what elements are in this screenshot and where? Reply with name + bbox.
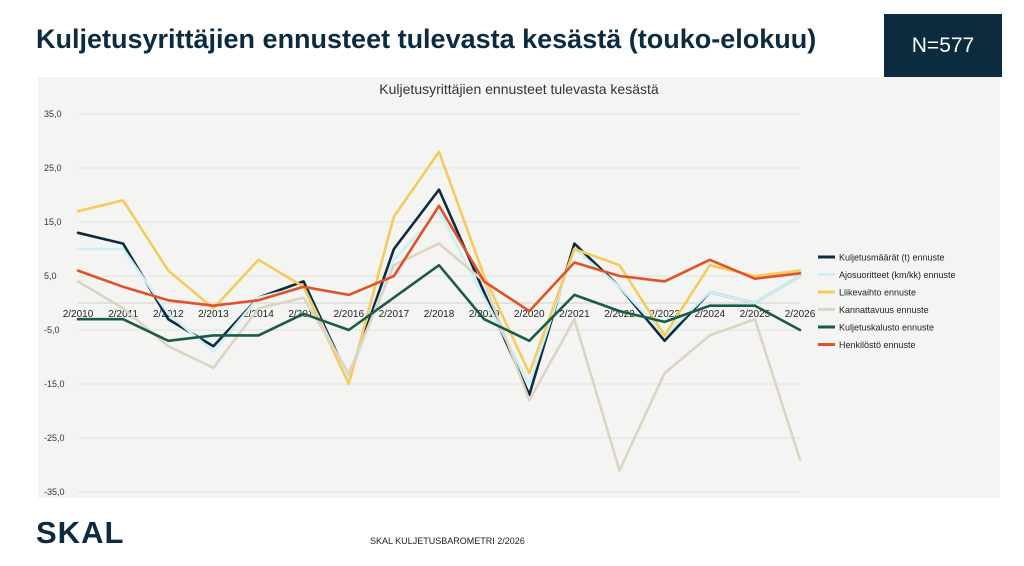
x-tick-label: 2/2022 bbox=[604, 309, 635, 320]
x-tick-label: 2/2014 bbox=[243, 309, 274, 320]
x-tick-label: 2/2017 bbox=[379, 309, 410, 320]
x-tick-label: 2/2010 bbox=[63, 309, 94, 320]
x-tick-label: 2/2013 bbox=[198, 309, 229, 320]
legend-label: Kuljetuskalusto ennuste bbox=[839, 323, 934, 333]
footer-text: SKAL KULJETUSBAROMETRI 2/2026 bbox=[370, 536, 525, 546]
y-tick-label: 5,0 bbox=[44, 271, 57, 281]
legend-label: Liikevaihto ennuste bbox=[839, 288, 916, 298]
sample-size-badge: N=577 bbox=[884, 14, 1002, 77]
x-tick-label: 2/2011 bbox=[108, 309, 138, 320]
x-tick-label: 2/2021 bbox=[559, 309, 590, 320]
x-tick-label: 2/2019 bbox=[469, 309, 500, 320]
slide-title: Kuljetusyrittäjien ennusteet tulevasta k… bbox=[36, 24, 817, 54]
series-line bbox=[76, 150, 802, 386]
x-tick-label: 2/2024 bbox=[694, 309, 725, 320]
y-tick-label: -25,0 bbox=[44, 433, 65, 443]
x-tick-label: 2/2016 bbox=[333, 309, 364, 320]
x-tick-label: 2/2025 bbox=[740, 309, 771, 320]
legend-label: Henkilöstö ennuste bbox=[839, 340, 916, 350]
legend-label: Kuljetusmäärät (t) ennuste bbox=[839, 253, 945, 263]
series-line bbox=[76, 209, 802, 386]
y-tick-label: -15,0 bbox=[44, 379, 65, 389]
series-line bbox=[76, 242, 802, 472]
line-chart: 35,0 25,0 15,0 5,0 -5,0 -15,0 -25,0 -35,0 2/2010… bbox=[44, 109, 956, 497]
series-line bbox=[76, 204, 802, 313]
x-tick-label: 2/2020 bbox=[514, 309, 545, 320]
y-tick-label: 15,0 bbox=[44, 217, 62, 227]
chart-title: Kuljetusyrittäjien ennusteet tulevasta k… bbox=[379, 81, 659, 97]
skal-logo: SKAL bbox=[36, 515, 125, 550]
y-tick-label: 35,0 bbox=[44, 109, 62, 119]
y-tick-label: -35,0 bbox=[44, 487, 65, 497]
series-line bbox=[76, 263, 802, 343]
x-tick-label: 2/2026 bbox=[785, 309, 816, 320]
legend-label: Ajosuoritteet (km/kk) ennuste bbox=[839, 270, 956, 280]
x-tick-label: 2/2023 bbox=[649, 309, 680, 320]
y-tick-label: -5,0 bbox=[44, 325, 60, 335]
chart-panel: Kuljetusyrittäjien ennusteet tulevasta k… bbox=[38, 77, 1000, 498]
legend-label: Kannattavuus ennuste bbox=[839, 305, 929, 315]
y-tick-label: 25,0 bbox=[44, 163, 62, 173]
x-tick-label: 2/2018 bbox=[424, 309, 455, 320]
